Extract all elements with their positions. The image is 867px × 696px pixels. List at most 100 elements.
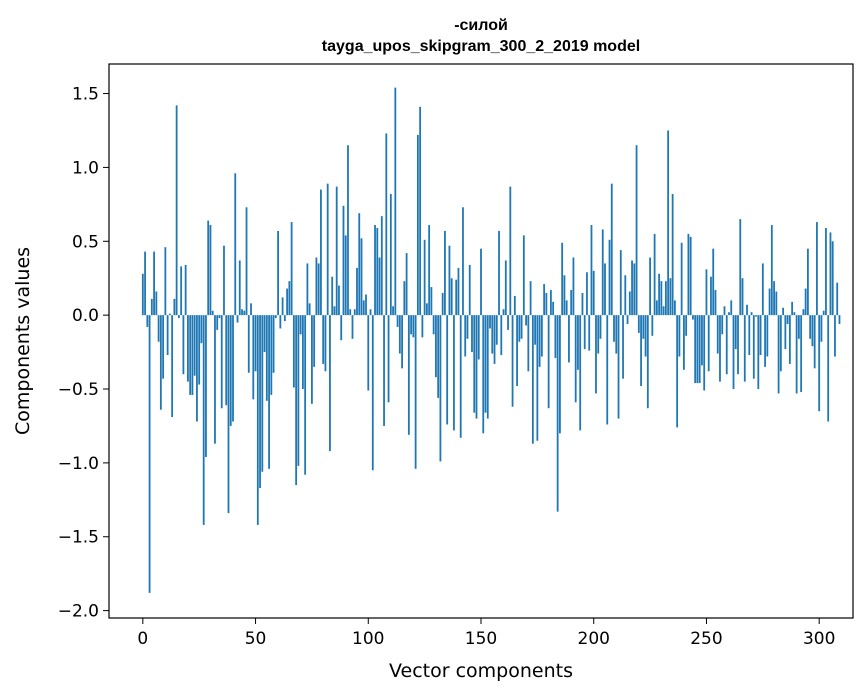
bar [513, 295, 516, 316]
bar [398, 315, 401, 354]
bar [320, 189, 322, 316]
y-tick-label: 1.0 [72, 158, 99, 178]
bar [306, 263, 309, 316]
bar [214, 315, 216, 444]
bar [626, 315, 629, 325]
bar [146, 315, 149, 327]
y-tick-label: −1.0 [58, 454, 99, 474]
bar [757, 315, 760, 390]
bar [261, 315, 264, 472]
bar [196, 315, 198, 422]
bar [457, 267, 460, 316]
bar [829, 232, 832, 316]
bar [329, 315, 331, 452]
bar [592, 270, 595, 316]
bar [522, 235, 525, 316]
bar [223, 245, 225, 316]
bar [218, 315, 221, 319]
bar [500, 315, 503, 356]
bar [777, 315, 780, 394]
bar [153, 251, 155, 316]
bar [450, 278, 453, 316]
bar [786, 315, 789, 325]
bar [752, 315, 755, 379]
bar [818, 315, 821, 412]
bar [464, 315, 467, 357]
bar [712, 248, 715, 316]
bar [707, 315, 710, 372]
bar [750, 312, 753, 316]
bar [649, 257, 651, 316]
bar [448, 245, 451, 316]
bar [177, 315, 180, 319]
bar [252, 315, 255, 400]
bar [525, 315, 527, 326]
bar [540, 315, 543, 357]
bar [653, 233, 656, 316]
bar [822, 310, 825, 316]
bar [394, 87, 397, 316]
bar [586, 272, 588, 316]
bar [466, 315, 469, 339]
bar [730, 300, 733, 316]
bar [414, 315, 417, 469]
bar [561, 242, 564, 316]
bar [619, 250, 622, 316]
bar [162, 315, 165, 379]
bar [423, 239, 426, 316]
bar [403, 281, 406, 316]
bar [453, 315, 455, 431]
bar [831, 241, 834, 316]
bar [159, 315, 162, 410]
bar [642, 315, 645, 339]
bar [714, 290, 717, 316]
bar [292, 315, 295, 388]
bar [680, 242, 683, 316]
bar [412, 315, 415, 338]
bar [425, 303, 428, 316]
bar [371, 315, 374, 471]
bar [274, 315, 277, 319]
x-tick-label: 250 [690, 629, 722, 649]
bar [807, 248, 809, 316]
bar [694, 315, 697, 384]
bar [554, 315, 557, 358]
bar [741, 278, 744, 316]
bar [299, 315, 302, 335]
bar [732, 315, 735, 390]
bar [836, 282, 839, 316]
bar [254, 315, 257, 372]
bar [155, 291, 158, 316]
bar [507, 315, 509, 330]
bar [635, 145, 638, 316]
bar [509, 186, 512, 316]
bar [428, 225, 431, 316]
bar [809, 315, 812, 339]
bar [168, 313, 171, 316]
bar [687, 233, 690, 316]
bar [241, 309, 243, 316]
bar [256, 315, 259, 525]
bar [484, 315, 487, 413]
chart-title-line-1: -силой [454, 17, 508, 34]
bar [468, 264, 471, 316]
bar [351, 315, 354, 339]
bar [211, 310, 214, 316]
bar [495, 315, 498, 345]
bar [286, 288, 289, 316]
bar [640, 315, 642, 387]
bar [534, 315, 537, 345]
bar [432, 315, 435, 335]
bar [200, 315, 203, 344]
bar [565, 300, 568, 316]
bar [658, 273, 661, 316]
bar [721, 315, 724, 335]
bar [473, 315, 476, 413]
bar [520, 315, 523, 339]
bar [385, 133, 388, 316]
bar [358, 213, 361, 316]
bar [748, 315, 751, 356]
bar [568, 315, 570, 363]
bar [268, 315, 270, 469]
bar [685, 315, 688, 336]
